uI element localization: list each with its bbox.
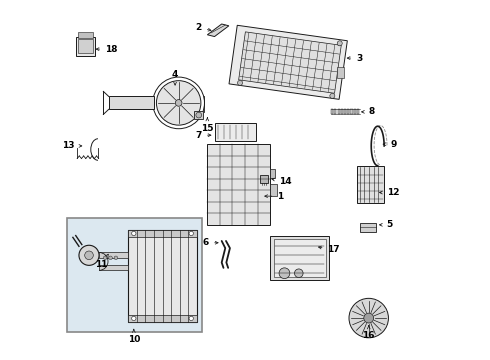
Bar xyxy=(260,175,269,183)
Polygon shape xyxy=(207,24,229,37)
Circle shape xyxy=(330,93,335,98)
Bar xyxy=(76,37,95,56)
Text: 10: 10 xyxy=(127,329,140,344)
Text: 11: 11 xyxy=(96,254,108,269)
Circle shape xyxy=(294,269,303,278)
Bar xyxy=(194,111,203,119)
Bar xyxy=(99,252,128,258)
Bar xyxy=(360,223,376,232)
Text: 14: 14 xyxy=(272,177,292,186)
Bar xyxy=(78,40,93,53)
Bar xyxy=(270,235,329,280)
Polygon shape xyxy=(229,25,347,99)
Circle shape xyxy=(238,80,243,85)
Text: 12: 12 xyxy=(380,188,399,197)
Bar xyxy=(270,169,275,178)
Bar xyxy=(357,166,384,203)
Circle shape xyxy=(279,268,290,279)
Bar xyxy=(215,123,256,140)
Circle shape xyxy=(189,316,194,320)
Bar xyxy=(354,109,356,114)
Circle shape xyxy=(85,251,93,260)
Bar xyxy=(99,265,128,270)
Bar xyxy=(207,144,270,225)
Bar xyxy=(109,96,153,109)
Text: 15: 15 xyxy=(201,118,214,132)
Text: 4: 4 xyxy=(172,70,178,85)
Text: 16: 16 xyxy=(363,326,375,341)
Bar xyxy=(338,109,340,114)
Circle shape xyxy=(79,245,99,265)
Circle shape xyxy=(364,313,374,323)
Circle shape xyxy=(132,316,136,320)
Bar xyxy=(128,315,196,321)
Circle shape xyxy=(349,298,389,338)
Text: 3: 3 xyxy=(347,54,363,63)
Text: 7: 7 xyxy=(196,131,211,140)
Text: 9: 9 xyxy=(383,140,396,149)
Circle shape xyxy=(103,256,107,260)
Bar xyxy=(357,109,359,114)
Bar xyxy=(270,184,276,196)
Bar xyxy=(128,230,196,321)
Text: 5: 5 xyxy=(380,220,393,229)
Text: 18: 18 xyxy=(96,45,118,54)
Circle shape xyxy=(196,112,201,118)
Text: 13: 13 xyxy=(62,141,82,150)
Text: 2: 2 xyxy=(196,23,211,32)
Bar xyxy=(341,109,343,114)
Bar xyxy=(347,109,349,114)
Bar xyxy=(350,109,353,114)
Circle shape xyxy=(175,100,182,106)
Bar xyxy=(128,230,196,237)
Bar xyxy=(331,109,333,114)
Bar xyxy=(344,109,346,114)
Bar xyxy=(337,67,344,78)
Text: 17: 17 xyxy=(318,246,340,255)
Bar xyxy=(78,32,93,39)
Circle shape xyxy=(337,41,342,46)
Bar xyxy=(334,109,337,114)
Bar xyxy=(68,218,202,332)
Circle shape xyxy=(114,256,118,260)
Circle shape xyxy=(156,81,201,125)
Polygon shape xyxy=(239,32,341,93)
Text: 8: 8 xyxy=(362,107,375,116)
Text: 1: 1 xyxy=(265,192,284,201)
Circle shape xyxy=(132,231,136,235)
Bar xyxy=(274,239,326,277)
Circle shape xyxy=(189,231,194,235)
Circle shape xyxy=(109,256,112,260)
Text: 6: 6 xyxy=(203,238,218,247)
